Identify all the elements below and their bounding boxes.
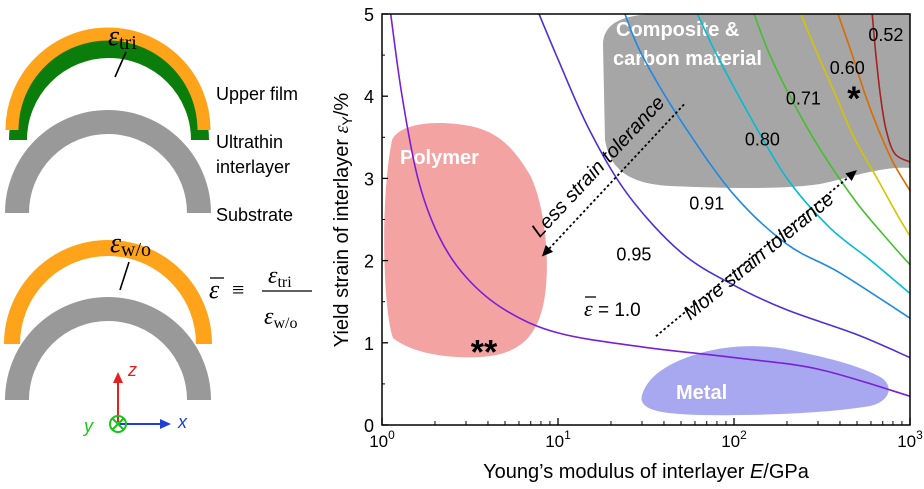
y-tick-label: 5 [364, 5, 374, 25]
more-tolerance-arrow [655, 176, 850, 337]
upper-film-label: Upper film [216, 84, 298, 104]
y-tick-label: 1 [364, 334, 374, 354]
substrate-label: Substrate [216, 205, 293, 225]
x-axis-label: x [177, 412, 188, 432]
region-metal [641, 346, 889, 416]
eps-wo-pointer [119, 261, 130, 291]
contour-label-0.71: 0.71 [786, 88, 821, 108]
contour-0.91 [624, 13, 911, 319]
material-markers: *** [471, 80, 861, 371]
interlayer-arc [9, 40, 209, 141]
contour-0.80 [696, 13, 911, 295]
svg-text:≡: ≡ [232, 277, 244, 302]
schematic-bottom: εw/o ε ≡ εtri εw/o z x y [4, 228, 312, 436]
substrate-arc-top [5, 110, 211, 214]
region-polymer [384, 122, 547, 358]
eps-wo-label: εw/o [110, 228, 151, 261]
double-star-marker: ** [471, 333, 498, 371]
region-label-polymer: Polymer [400, 147, 479, 169]
y-axis-label: y [82, 416, 94, 436]
contour-label-1.0: ε = 1.0 [584, 296, 641, 321]
contour-0.95 [538, 13, 911, 359]
region-label-composite: Composite & [616, 19, 739, 41]
coordinate-axes: z x y [82, 360, 188, 436]
y-axis-title: Yield strain of interlayer εY/% [331, 93, 355, 348]
strain-tolerance-chart: Composite & carbon material Polymer Meta… [331, 5, 923, 483]
contour-curves [389, 13, 911, 397]
interlayer-label-1: Ultrathin [216, 132, 283, 152]
z-axis-label: z [127, 360, 137, 380]
contour-label-0.91: 0.91 [689, 194, 724, 214]
contour-0.71 [753, 13, 911, 266]
contour-label-0.95: 0.95 [616, 245, 651, 265]
x-axis-title: Young’s modulus of interlayer E/GPa [483, 461, 810, 483]
less-tolerance-arrowhead [541, 245, 554, 257]
contour-label-0.80: 0.80 [745, 130, 780, 150]
contour-0.52 [837, 13, 911, 192]
eps-tri-label: εtri [108, 21, 137, 54]
svg-text:εw/o: εw/o [264, 304, 297, 332]
y-tick-label: 0 [364, 416, 374, 436]
interlayer-label-2: interlayer [216, 157, 290, 177]
x-tick-label: 103 [897, 428, 923, 451]
y-tick-label: 4 [364, 87, 374, 107]
y-tick-label: 2 [364, 252, 374, 272]
strain-ratio-formula: ε ≡ εtri εw/o [209, 263, 312, 332]
svg-text:ε: ε [209, 275, 220, 304]
contour-series-7 [871, 13, 911, 163]
star-marker: * [847, 80, 861, 118]
x-tick-label: 100 [369, 428, 395, 451]
contour-labels: 0.520.60 0.71 0.80 0.91 0.95 [616, 25, 903, 264]
upper-film-arc-top [5, 27, 211, 131]
x-tick-label: 101 [545, 428, 571, 451]
contour-0.60 [800, 13, 911, 237]
more-tolerance-arrowhead [845, 170, 858, 182]
region-label-carbon: carbon material [613, 48, 762, 70]
contour-label-0.52: 0.52 [868, 25, 903, 45]
schematic-top: εtri Upper film Ultrathin interlayer Sub… [5, 21, 298, 225]
contour-label-0.60: 0.60 [830, 58, 865, 78]
region-composite-carbon [603, 14, 910, 188]
axis-ticks: 0 1 2 3 4 5 100 101 102 103 [364, 5, 923, 451]
svg-text:εtri: εtri [268, 263, 292, 291]
eps-tri-pointer [114, 51, 127, 78]
x-tick-label: 102 [721, 428, 747, 451]
upper-film-arc-bottom [4, 240, 212, 345]
y-tick-label: 3 [364, 169, 374, 189]
contour-1.0 [389, 13, 911, 397]
region-label-metal: Metal [676, 382, 727, 404]
substrate-arc-bottom [5, 297, 211, 401]
